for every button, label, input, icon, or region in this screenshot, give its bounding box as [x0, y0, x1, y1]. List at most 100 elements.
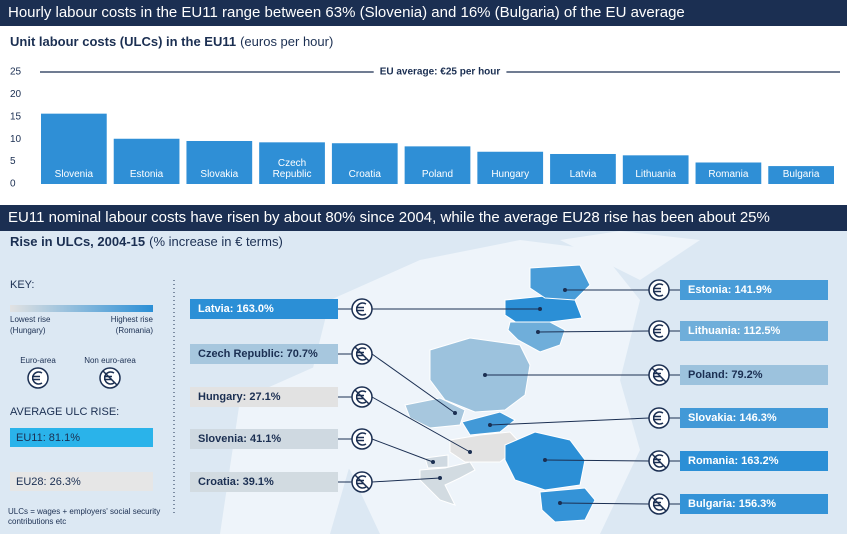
y-tick-label: 5 — [10, 156, 16, 167]
x-tick-label: Bulgaria — [782, 169, 820, 180]
leader-dot — [483, 373, 487, 377]
icon-ring — [648, 320, 670, 342]
land-mass — [560, 231, 700, 280]
key-euro-icon — [27, 367, 49, 389]
map-subtitle-unit: (% increase in € terms) — [149, 234, 283, 249]
x-tick-label-box: Bulgaria — [782, 169, 820, 180]
leader-dot — [468, 450, 472, 454]
x-tick-label: Slovenia — [54, 169, 94, 180]
leader-dot — [563, 288, 567, 292]
leader-dot — [538, 307, 542, 311]
x-tick-label-box: Romania — [708, 169, 748, 180]
bar — [768, 166, 834, 184]
leader-line — [537, 330, 650, 333]
subtitle-unit: (euros per hour) — [240, 34, 333, 49]
country-label: Slovenia: 41.1% — [198, 433, 281, 445]
key-non-euro-icon — [99, 367, 121, 389]
currency-icon — [351, 386, 373, 408]
leader-line — [371, 477, 441, 483]
icon-euro — [653, 324, 664, 338]
top-banner — [0, 0, 847, 26]
country-box — [190, 299, 338, 319]
y-tick-label: 0 — [10, 179, 16, 190]
y-tick-label: 15 — [10, 111, 22, 122]
country-box — [190, 387, 338, 407]
bar — [259, 142, 325, 184]
bar — [550, 153, 616, 184]
icon-strike — [102, 370, 118, 386]
country-box — [190, 344, 338, 364]
key-low-country: (Hungary) — [10, 326, 46, 335]
x-tick-label-box: Estonia — [130, 169, 163, 180]
currency-icon — [351, 298, 373, 320]
key-euro: Euro-area — [20, 356, 56, 365]
key-title: KEY: — [10, 279, 34, 291]
bar — [186, 140, 253, 184]
key-gradient — [10, 305, 153, 312]
chart-title: Hourly labour costs in the EU11 range be… — [8, 4, 685, 21]
y-tick-label: 25 — [10, 67, 22, 78]
country-box — [190, 429, 338, 449]
x-tick-label-box: Croatia — [349, 169, 381, 180]
bar — [477, 151, 544, 184]
map-banner — [0, 205, 847, 231]
country-shape — [529, 264, 591, 301]
country-box — [680, 321, 828, 341]
average-box — [10, 428, 153, 447]
country-box — [190, 472, 338, 492]
icon-euro — [32, 371, 43, 385]
icon-strike — [651, 496, 667, 512]
country-label: Lithuania: 112.5% — [688, 325, 781, 337]
currency-icon — [648, 493, 670, 515]
average-box — [10, 472, 153, 491]
average-label: EU28: 26.3% — [16, 476, 81, 488]
country-shape — [461, 411, 516, 436]
country-shape — [539, 487, 596, 523]
bar — [695, 162, 762, 184]
country-shape — [419, 461, 476, 506]
leader-dot — [453, 411, 457, 415]
currency-icon — [648, 364, 670, 386]
country-label: Czech Republic: 70.7% — [198, 348, 318, 360]
key-non-euro: Non euro-area — [84, 356, 136, 365]
key-note-box: ULCs = wages + employers' social securit… — [8, 507, 161, 526]
leader-dot — [543, 458, 547, 462]
map-subtitle: Rise in ULCs, 2004-15 (% increase in € te… — [10, 234, 283, 249]
icon-strike — [354, 474, 370, 490]
country-box — [680, 408, 828, 428]
country-box — [680, 280, 828, 300]
currency-icon — [351, 471, 373, 493]
icon-ring — [27, 367, 49, 389]
country-label: Croatia: 39.1% — [198, 476, 274, 488]
x-tick-label-box: Slovenia — [54, 169, 94, 180]
currency-icon — [351, 343, 373, 365]
reference-label-bg — [373, 65, 507, 79]
country-label: Latvia: 163.0% — [198, 303, 274, 315]
bar — [622, 155, 689, 184]
leader-dot — [488, 423, 492, 427]
leader-line — [559, 502, 650, 505]
currency-icon — [648, 320, 670, 342]
x-tick-label-box: Latvia — [569, 169, 597, 180]
key-note: ULCs = wages + employers' social securit… — [8, 507, 161, 526]
reference-label: EU average: €25 per hour — [380, 67, 501, 78]
leader-line — [371, 438, 434, 463]
currency-icon — [648, 407, 670, 429]
currency-icon — [648, 450, 670, 472]
icon-strike — [354, 389, 370, 405]
icon-ring — [351, 298, 373, 320]
x-tick-label: Latvia — [569, 169, 597, 180]
x-tick-label-box: Czech Republic — [273, 158, 312, 180]
icon-strike — [651, 453, 667, 469]
x-tick-label: Hungary — [491, 169, 530, 180]
icon-strike — [354, 346, 370, 362]
country-label: Slovakia: 146.3% — [688, 412, 777, 424]
y-tick-label: 20 — [10, 89, 22, 100]
icon-ring — [648, 279, 670, 301]
leader-line — [544, 459, 650, 462]
subtitle-main: Unit labour costs (ULCs) in the EU11 — [10, 34, 236, 49]
bar — [113, 138, 180, 184]
x-tick-label-box: Lithuania — [635, 169, 676, 180]
country-label: Estonia: 141.9% — [688, 284, 772, 296]
